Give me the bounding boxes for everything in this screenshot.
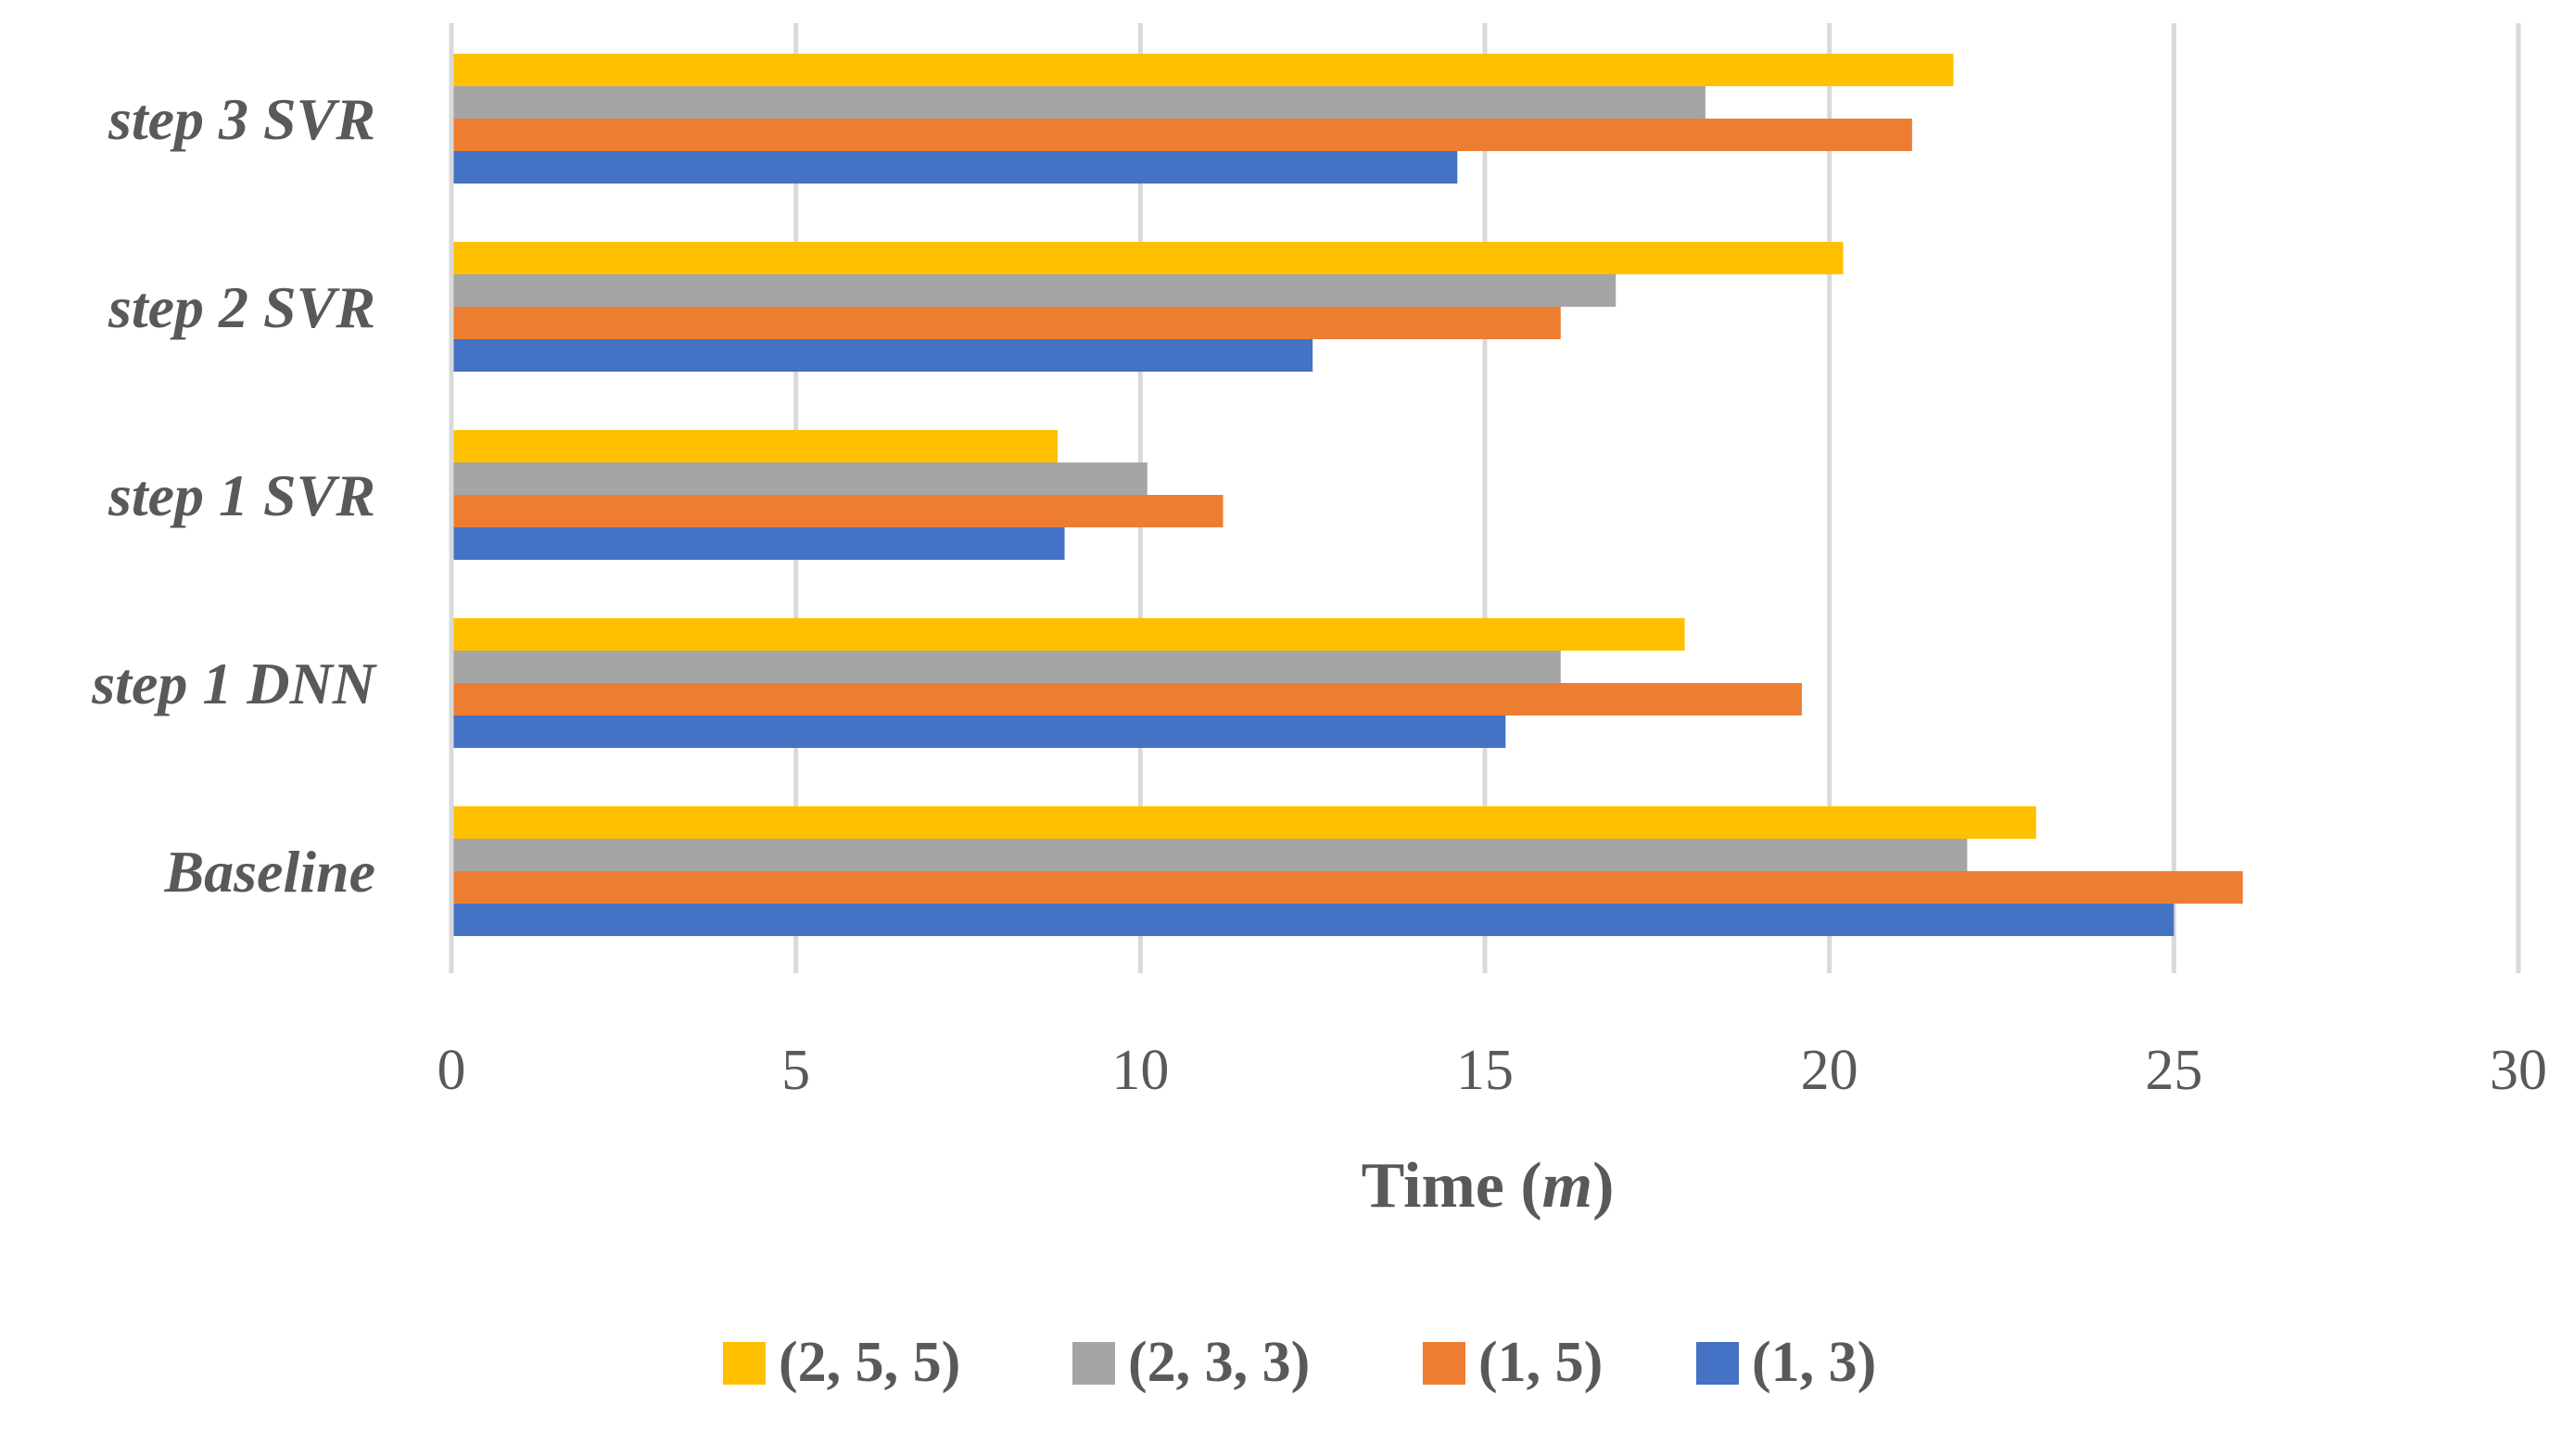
- legend-label-2-5-5: (2, 5, 5): [779, 1331, 960, 1394]
- bar-step-2-svr-1-5: [451, 307, 1561, 339]
- x-tick-label-20: 20: [1801, 1039, 1858, 1102]
- bar-step-1-dnn-2-5-5: [451, 618, 1685, 651]
- x-axis-title-text: Time (: [1362, 1150, 1542, 1222]
- bar-step-2-svr-1-3: [451, 339, 1313, 372]
- bar-baseline-1-5: [451, 871, 2243, 904]
- x-tick-label-0: 0: [437, 1039, 466, 1102]
- bar-step-3-svr-1-3: [451, 151, 1458, 184]
- category-label-baseline: Baseline: [163, 839, 375, 905]
- bar-step-3-svr-1-5: [451, 119, 1912, 151]
- bar-step-2-svr-2-3-3: [451, 274, 1617, 307]
- category-label-step-1-svr: step 1 SVR: [108, 462, 375, 528]
- bar-step-1-svr-2-3-3: [451, 462, 1148, 495]
- category-label-step-3-svr: step 3 SVR: [108, 86, 375, 152]
- legend-label-2-3-3: (2, 3, 3): [1128, 1331, 1310, 1394]
- x-tick-label-10: 10: [1111, 1039, 1169, 1102]
- bar-step-1-dnn-2-3-3: [451, 651, 1561, 683]
- bar-baseline-2-3-3: [451, 839, 1968, 871]
- bar-baseline-2-5-5: [451, 806, 2036, 839]
- bar-step-2-svr-2-5-5: [451, 242, 1844, 274]
- bar-step-1-dnn-1-5: [451, 683, 1802, 715]
- x-tick-label-5: 5: [781, 1039, 810, 1102]
- category-label-step-2-svr: step 2 SVR: [108, 274, 375, 340]
- x-tick-label-25: 25: [2145, 1039, 2202, 1102]
- bar-step-1-svr-1-5: [451, 495, 1224, 527]
- legend-label-1-5: (1, 5): [1478, 1331, 1603, 1394]
- bar-step-1-svr-1-3: [451, 527, 1065, 560]
- x-axis-title: Time (m): [1362, 1150, 1615, 1222]
- x-tick-labels: 0 5 10 15 20 25 30: [437, 1039, 2548, 1102]
- x-tick-label-15: 15: [1456, 1039, 1514, 1102]
- legend-swatch-1-3: [1696, 1342, 1739, 1385]
- legend-swatch-1-5: [1423, 1342, 1465, 1385]
- legend-swatch-2-5-5: [723, 1342, 766, 1385]
- legend-swatch-2-3-3: [1072, 1342, 1115, 1385]
- bar-step-3-svr-2-5-5: [451, 54, 1954, 86]
- category-label-step-1-dnn: step 1 DNN: [91, 651, 378, 716]
- legend-label-1-3: (1, 3): [1752, 1331, 1876, 1394]
- legend: (2, 5, 5) (2, 3, 3) (1, 5) (1, 3): [723, 1331, 1876, 1394]
- bar-step-1-svr-2-5-5: [451, 430, 1059, 462]
- bar-baseline-1-3: [451, 904, 2175, 936]
- x-axis-title-variable: m: [1542, 1150, 1592, 1222]
- bars: [451, 54, 2243, 936]
- x-tick-label-30: 30: [2490, 1039, 2547, 1102]
- bar-step-1-dnn-1-3: [451, 715, 1506, 748]
- bar-step-3-svr-2-3-3: [451, 86, 1705, 119]
- category-labels: Baseline step 1 DNN step 1 SVR step 2 SVR st…: [91, 86, 378, 905]
- x-axis-title-close: ): [1592, 1150, 1614, 1222]
